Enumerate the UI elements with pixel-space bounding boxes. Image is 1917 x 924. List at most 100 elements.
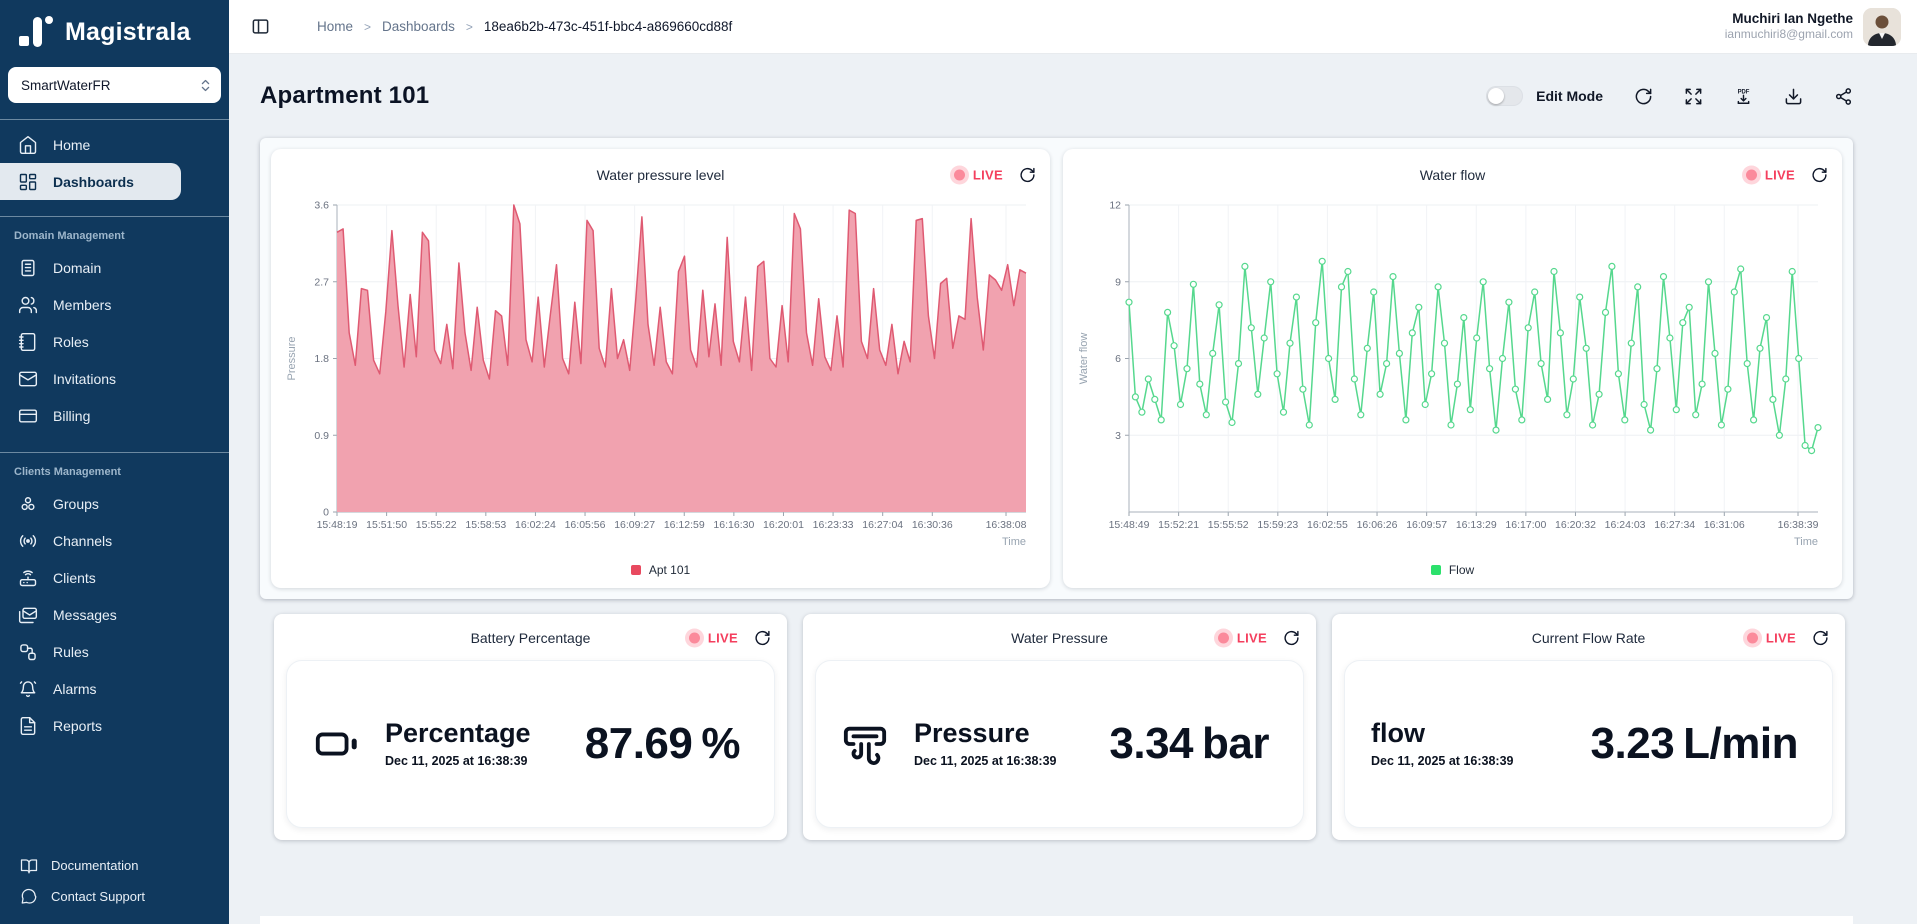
workflow-icon: [20, 643, 36, 660]
chart-header: Water pressure level LIVE: [281, 157, 1040, 193]
svg-text:0.9: 0.9: [314, 430, 329, 442]
svg-text:16:09:27: 16:09:27: [614, 519, 655, 531]
refresh-dashboard-button[interactable]: [1634, 87, 1653, 106]
sidebar-item-home[interactable]: Home: [0, 126, 181, 163]
metric-label: flow: [1371, 717, 1425, 748]
brand-logo[interactable]: Magistrala: [0, 0, 229, 59]
svg-text:0: 0: [323, 507, 329, 519]
card-title: Water Pressure: [1011, 630, 1108, 646]
metric-value-unit: %: [701, 719, 740, 768]
notebook-icon: [18, 332, 36, 351]
svg-text:15:55:22: 15:55:22: [416, 519, 457, 531]
sidebar-item-groups[interactable]: Groups: [0, 485, 181, 522]
metric-timestamp: Dec 11, 2025 at 16:38:39: [914, 754, 1057, 769]
sidebar-item-label: Contact Support: [51, 889, 145, 904]
domain-icon: [21, 259, 35, 276]
card-refresh-button[interactable]: [1283, 630, 1300, 647]
share-icon: [1835, 87, 1852, 105]
card-refresh-button[interactable]: [754, 630, 771, 647]
sidebar-item-label: Invitations: [53, 370, 117, 387]
sidebar-item-alarms[interactable]: Alarms: [0, 670, 181, 707]
user-menu[interactable]: Muchiri Ian Ngethe ianmuchiri8@gmail.com: [1725, 7, 1901, 46]
svg-text:15:55:52: 15:55:52: [1208, 519, 1249, 531]
sidebar-item-label: Channels: [53, 532, 113, 549]
svg-text:16:38:39: 16:38:39: [1778, 519, 1819, 531]
live-badge: LIVE: [1745, 168, 1795, 183]
metric-value-unit: L/min: [1683, 719, 1798, 768]
breadcrumb-home[interactable]: Home: [317, 19, 354, 34]
svg-text:Water flow: Water flow: [1078, 333, 1090, 385]
live-dot-icon: [1217, 632, 1229, 644]
export-pdf-button[interactable]: PDF: [1734, 87, 1753, 106]
live-badge: LIVE: [1746, 631, 1796, 646]
sidebar-item-rules[interactable]: Rules: [0, 633, 181, 670]
sidebar-item-clients[interactable]: Clients: [0, 559, 181, 596]
credit-card-icon: [18, 408, 38, 423]
user-name: Muchiri Ian Ngethe: [1732, 10, 1853, 26]
download-icon: [1785, 88, 1802, 104]
sidebar-item-dashboards[interactable]: Dashboards: [0, 163, 181, 200]
svg-text:PDF: PDF: [1738, 89, 1750, 95]
chart-header: Water flow LIVE: [1073, 157, 1832, 193]
share-button[interactable]: [1834, 87, 1853, 106]
live-badge: LIVE: [688, 631, 738, 646]
sidebar-item-contact-support[interactable]: Contact Support: [0, 881, 181, 912]
file-text-icon: [20, 716, 36, 735]
edit-mode-switch[interactable]: [1486, 86, 1524, 106]
fullscreen-button[interactable]: [1684, 87, 1703, 106]
sidebar-item-messages[interactable]: Messages: [0, 596, 181, 633]
avatar[interactable]: [1863, 7, 1901, 46]
metric-value-number: 3.34: [1109, 719, 1194, 768]
chart-header-right: LIVE: [953, 167, 1036, 184]
svg-text:3: 3: [1115, 430, 1121, 442]
svg-text:16:38:08: 16:38:08: [986, 519, 1027, 531]
workspace-select[interactable]: SmartWaterFR: [8, 67, 221, 103]
sidebar-item-channels[interactable]: Channels: [0, 522, 181, 559]
chevrons-up-down-icon: [201, 79, 210, 91]
sidebar-item-label: Members: [53, 296, 112, 313]
sidebar-divider: [0, 452, 229, 453]
page-header: Apartment 101 Edit Mode PDF: [260, 70, 1853, 122]
sidebar-item-label: Roles: [53, 333, 89, 350]
card-header-right: LIVE: [1217, 630, 1300, 647]
book-open-icon: [20, 858, 38, 873]
sidebar-item-label: Dashboards: [53, 173, 134, 190]
water-pressure-card: Water Pressure LIVE: [803, 614, 1316, 840]
live-badge: LIVE: [1217, 631, 1267, 646]
metric-label-block: Percentage Dec 11, 2025 at 16:38:39: [385, 717, 531, 769]
card-title: Current Flow Rate: [1531, 630, 1646, 646]
svg-text:16:06:26: 16:06:26: [1357, 519, 1398, 531]
svg-text:15:59:23: 15:59:23: [1257, 519, 1298, 531]
water-flow-line-chart: 3 6 9 12 15:48:49 15:52:21 15:55:52 15:59:23 16:…: [1078, 200, 1822, 548]
svg-text:16:16:30: 16:16:30: [713, 519, 754, 531]
live-dot-icon: [1746, 632, 1758, 644]
header-actions: Edit Mode PDF: [1486, 86, 1853, 106]
card-title: Battery Percentage: [470, 630, 591, 646]
sidebar-item-members[interactable]: Members: [0, 286, 181, 323]
sidebar-item-roles[interactable]: Roles: [0, 323, 181, 360]
card-refresh-button[interactable]: [1812, 630, 1829, 647]
live-dot-icon: [688, 632, 700, 644]
edit-mode-toggle-row: Edit Mode: [1486, 86, 1603, 106]
legend-swatch: [630, 565, 641, 575]
card-header: Current Flow Rate LIVE: [1344, 621, 1833, 655]
sidebar-main-nav: Home Dashboards: [0, 120, 229, 206]
sidebar-item-invitations[interactable]: Invitations: [0, 360, 181, 397]
breadcrumb-dashboards[interactable]: Dashboards: [382, 19, 455, 34]
sidebar-item-domain[interactable]: Domain: [0, 249, 181, 286]
metric-label: Percentage: [385, 717, 531, 748]
metric-label: Pressure: [914, 717, 1030, 748]
sidebar-item-label: Clients: [53, 569, 96, 586]
chart-refresh-button[interactable]: [1019, 167, 1036, 184]
sidebar-collapse-button[interactable]: [247, 14, 273, 40]
chart-title: Water flow: [1419, 167, 1486, 183]
chart-refresh-button[interactable]: [1811, 167, 1828, 184]
sidebar-item-documentation[interactable]: Documentation: [0, 850, 181, 881]
download-button[interactable]: [1784, 87, 1803, 106]
sidebar-item-reports[interactable]: Reports: [0, 707, 181, 744]
metric-timestamp: Dec 11, 2025 at 16:38:39: [385, 754, 528, 769]
sidebar-divider: [0, 119, 229, 120]
sidebar-item-billing[interactable]: Billing: [0, 397, 181, 434]
metric-cards-row: Battery Percentage LIVE: [274, 614, 1845, 840]
